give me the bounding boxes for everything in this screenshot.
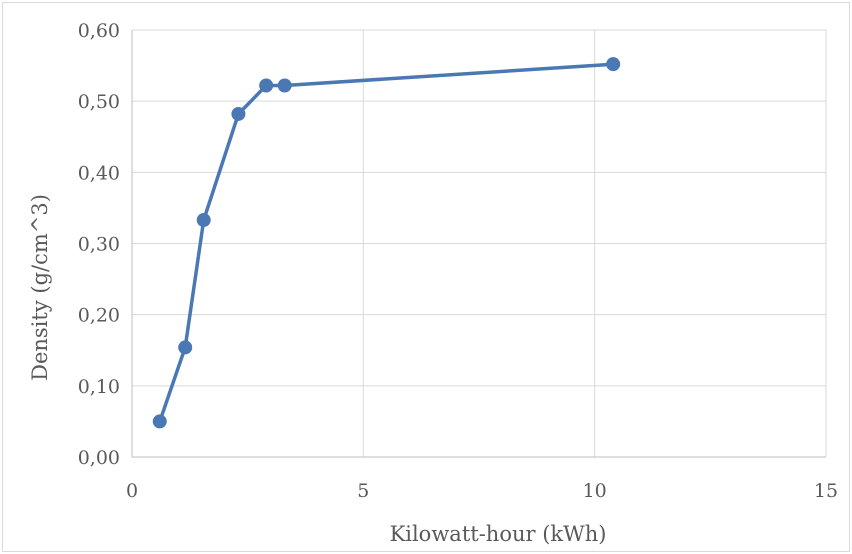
series xyxy=(152,57,621,429)
y-tick-label: 0,60 xyxy=(78,20,120,42)
y-tick-label: 0,00 xyxy=(78,447,120,469)
series-line xyxy=(158,62,615,424)
y-axis-title: Density (g/cm^3) xyxy=(28,194,52,381)
y-tick-label: 0,20 xyxy=(78,305,120,327)
x-tick-label: 0 xyxy=(126,480,138,502)
data-point xyxy=(231,106,246,121)
x-tick-label: 15 xyxy=(814,480,838,502)
data-point xyxy=(259,78,274,93)
grid-lines xyxy=(132,29,827,457)
data-point xyxy=(196,213,211,228)
axes xyxy=(131,30,826,458)
data-point xyxy=(606,57,621,72)
x-axis-title: Kilowatt-hour (kWh) xyxy=(390,522,607,546)
data-point xyxy=(178,340,193,355)
data-point xyxy=(152,414,167,429)
x-tick-label: 10 xyxy=(583,480,607,502)
y-tick-label: 0,40 xyxy=(78,162,120,184)
y-tick-label: 0,50 xyxy=(78,91,120,113)
data-point xyxy=(277,78,292,93)
tick-labels: 0,00 0,10 0,20 0,30 0,40 0,50 0,60 0 5 10 15 xyxy=(78,20,838,502)
x-tick-label: 5 xyxy=(357,480,369,502)
y-tick-label: 0,10 xyxy=(78,376,120,398)
y-tick-label: 0,30 xyxy=(78,234,120,256)
